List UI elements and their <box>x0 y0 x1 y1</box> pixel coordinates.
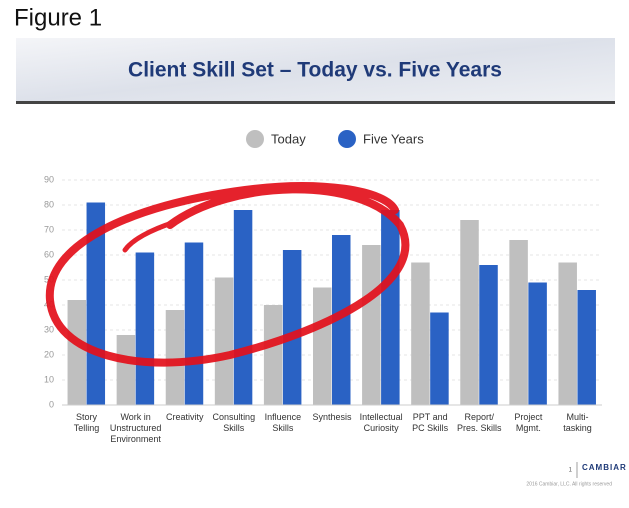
bar <box>282 250 302 405</box>
figure-label: Figure 1 <box>14 4 102 31</box>
x-tick-label: Intellectual Curiosity <box>360 412 403 433</box>
y-tick-label: 80 <box>44 199 54 209</box>
legend-label: Today <box>271 131 306 146</box>
page-number: 1 <box>569 468 573 474</box>
x-tick-label: Project Mgmt. <box>514 412 543 433</box>
bar <box>558 262 577 405</box>
bar <box>460 220 479 405</box>
bar <box>479 265 498 405</box>
footer-copyright: 2016 Cambiar, LLC. All rights reserved <box>526 481 612 487</box>
bar <box>313 287 332 405</box>
footer-logo: CAMBIAR <box>582 463 627 472</box>
bar <box>263 305 283 405</box>
x-tick-label: Synthesis <box>312 412 352 422</box>
x-tick-label: Influence Skills <box>265 412 302 433</box>
annotation-stroke <box>45 182 410 367</box>
x-tick-label: Consulting Skills <box>213 412 256 433</box>
x-tick-label: Multi-tasking <box>563 412 592 433</box>
bar <box>577 290 596 405</box>
bar <box>214 277 234 405</box>
chart-title: Client Skill Set – Today vs. Five Years <box>128 59 502 82</box>
x-tick-label: Report/Pres. Skills <box>457 412 502 433</box>
y-tick-label: 0 <box>49 399 54 409</box>
x-tick-label: PPT and PC Skills <box>412 412 449 433</box>
x-tick-label: Creativity <box>166 412 204 422</box>
bar <box>411 262 430 405</box>
y-tick-label: 60 <box>44 249 54 259</box>
bar <box>332 235 351 405</box>
legend-label: Five Years <box>363 131 424 146</box>
annotation-tail <box>122 219 178 253</box>
x-tick-label: Work in Unstructured Environment <box>110 412 162 444</box>
bar <box>165 310 185 405</box>
y-tick-label: 30 <box>44 324 54 334</box>
legend-swatch <box>338 130 356 148</box>
y-tick-label: 10 <box>44 374 54 384</box>
bar <box>67 300 87 405</box>
bar <box>509 240 528 405</box>
bar <box>184 242 204 405</box>
x-tick-label: Story Telling <box>74 412 100 433</box>
bar <box>233 210 253 405</box>
bar <box>362 245 381 405</box>
y-tick-label: 90 <box>44 174 54 184</box>
banner-rule <box>16 101 615 104</box>
bar <box>528 282 547 405</box>
bar <box>381 210 400 405</box>
bar <box>430 312 449 405</box>
y-tick-label: 70 <box>44 224 54 234</box>
annotation-circle <box>45 182 410 367</box>
bar <box>135 252 155 405</box>
bar <box>116 335 136 405</box>
title-banner <box>16 38 615 102</box>
legend-swatch <box>246 130 264 148</box>
y-tick-label: 20 <box>44 349 54 359</box>
